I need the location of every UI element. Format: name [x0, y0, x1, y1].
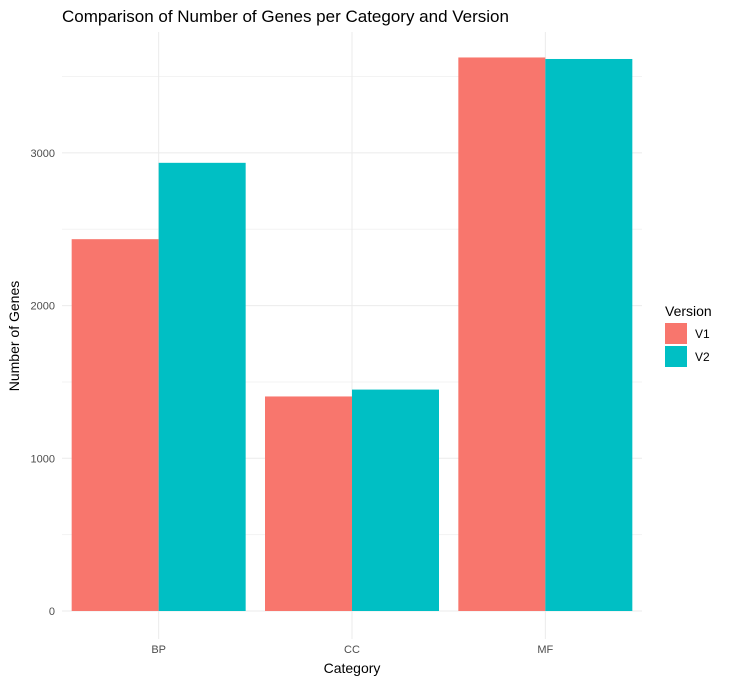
- legend: Version V1 V2: [665, 303, 712, 367]
- bar-cc-v1: [265, 396, 352, 611]
- y-axis-title: Number of Genes: [6, 281, 22, 392]
- bar-mf-v1: [458, 57, 546, 611]
- y-tick-label: 1000: [31, 453, 55, 465]
- bar-bp-v1: [71, 239, 159, 611]
- legend-label-v1: V1: [695, 327, 710, 341]
- x-tick-label: MF: [537, 644, 553, 656]
- y-tick-label: 3000: [31, 148, 55, 160]
- x-axis-ticks: BP CC MF: [151, 644, 553, 656]
- legend-label-v2: V2: [695, 350, 710, 364]
- x-tick-label: BP: [151, 644, 166, 656]
- bar-bp-v2: [158, 162, 246, 611]
- legend-key-v2: [665, 346, 687, 367]
- chart-title: Comparison of Number of Genes per Catego…: [62, 7, 509, 26]
- y-axis-ticks: 0 1000 2000 3000: [31, 148, 55, 618]
- bar-cc-v2: [352, 389, 439, 611]
- x-axis-title: Category: [324, 660, 381, 676]
- y-tick-label: 2000: [31, 301, 55, 313]
- bars-group: [71, 57, 633, 611]
- x-tick-label: CC: [344, 644, 360, 656]
- y-tick-label: 0: [49, 606, 55, 618]
- legend-title: Version: [665, 303, 712, 319]
- bar-mf-v2: [545, 58, 633, 611]
- legend-key-v1: [665, 323, 687, 344]
